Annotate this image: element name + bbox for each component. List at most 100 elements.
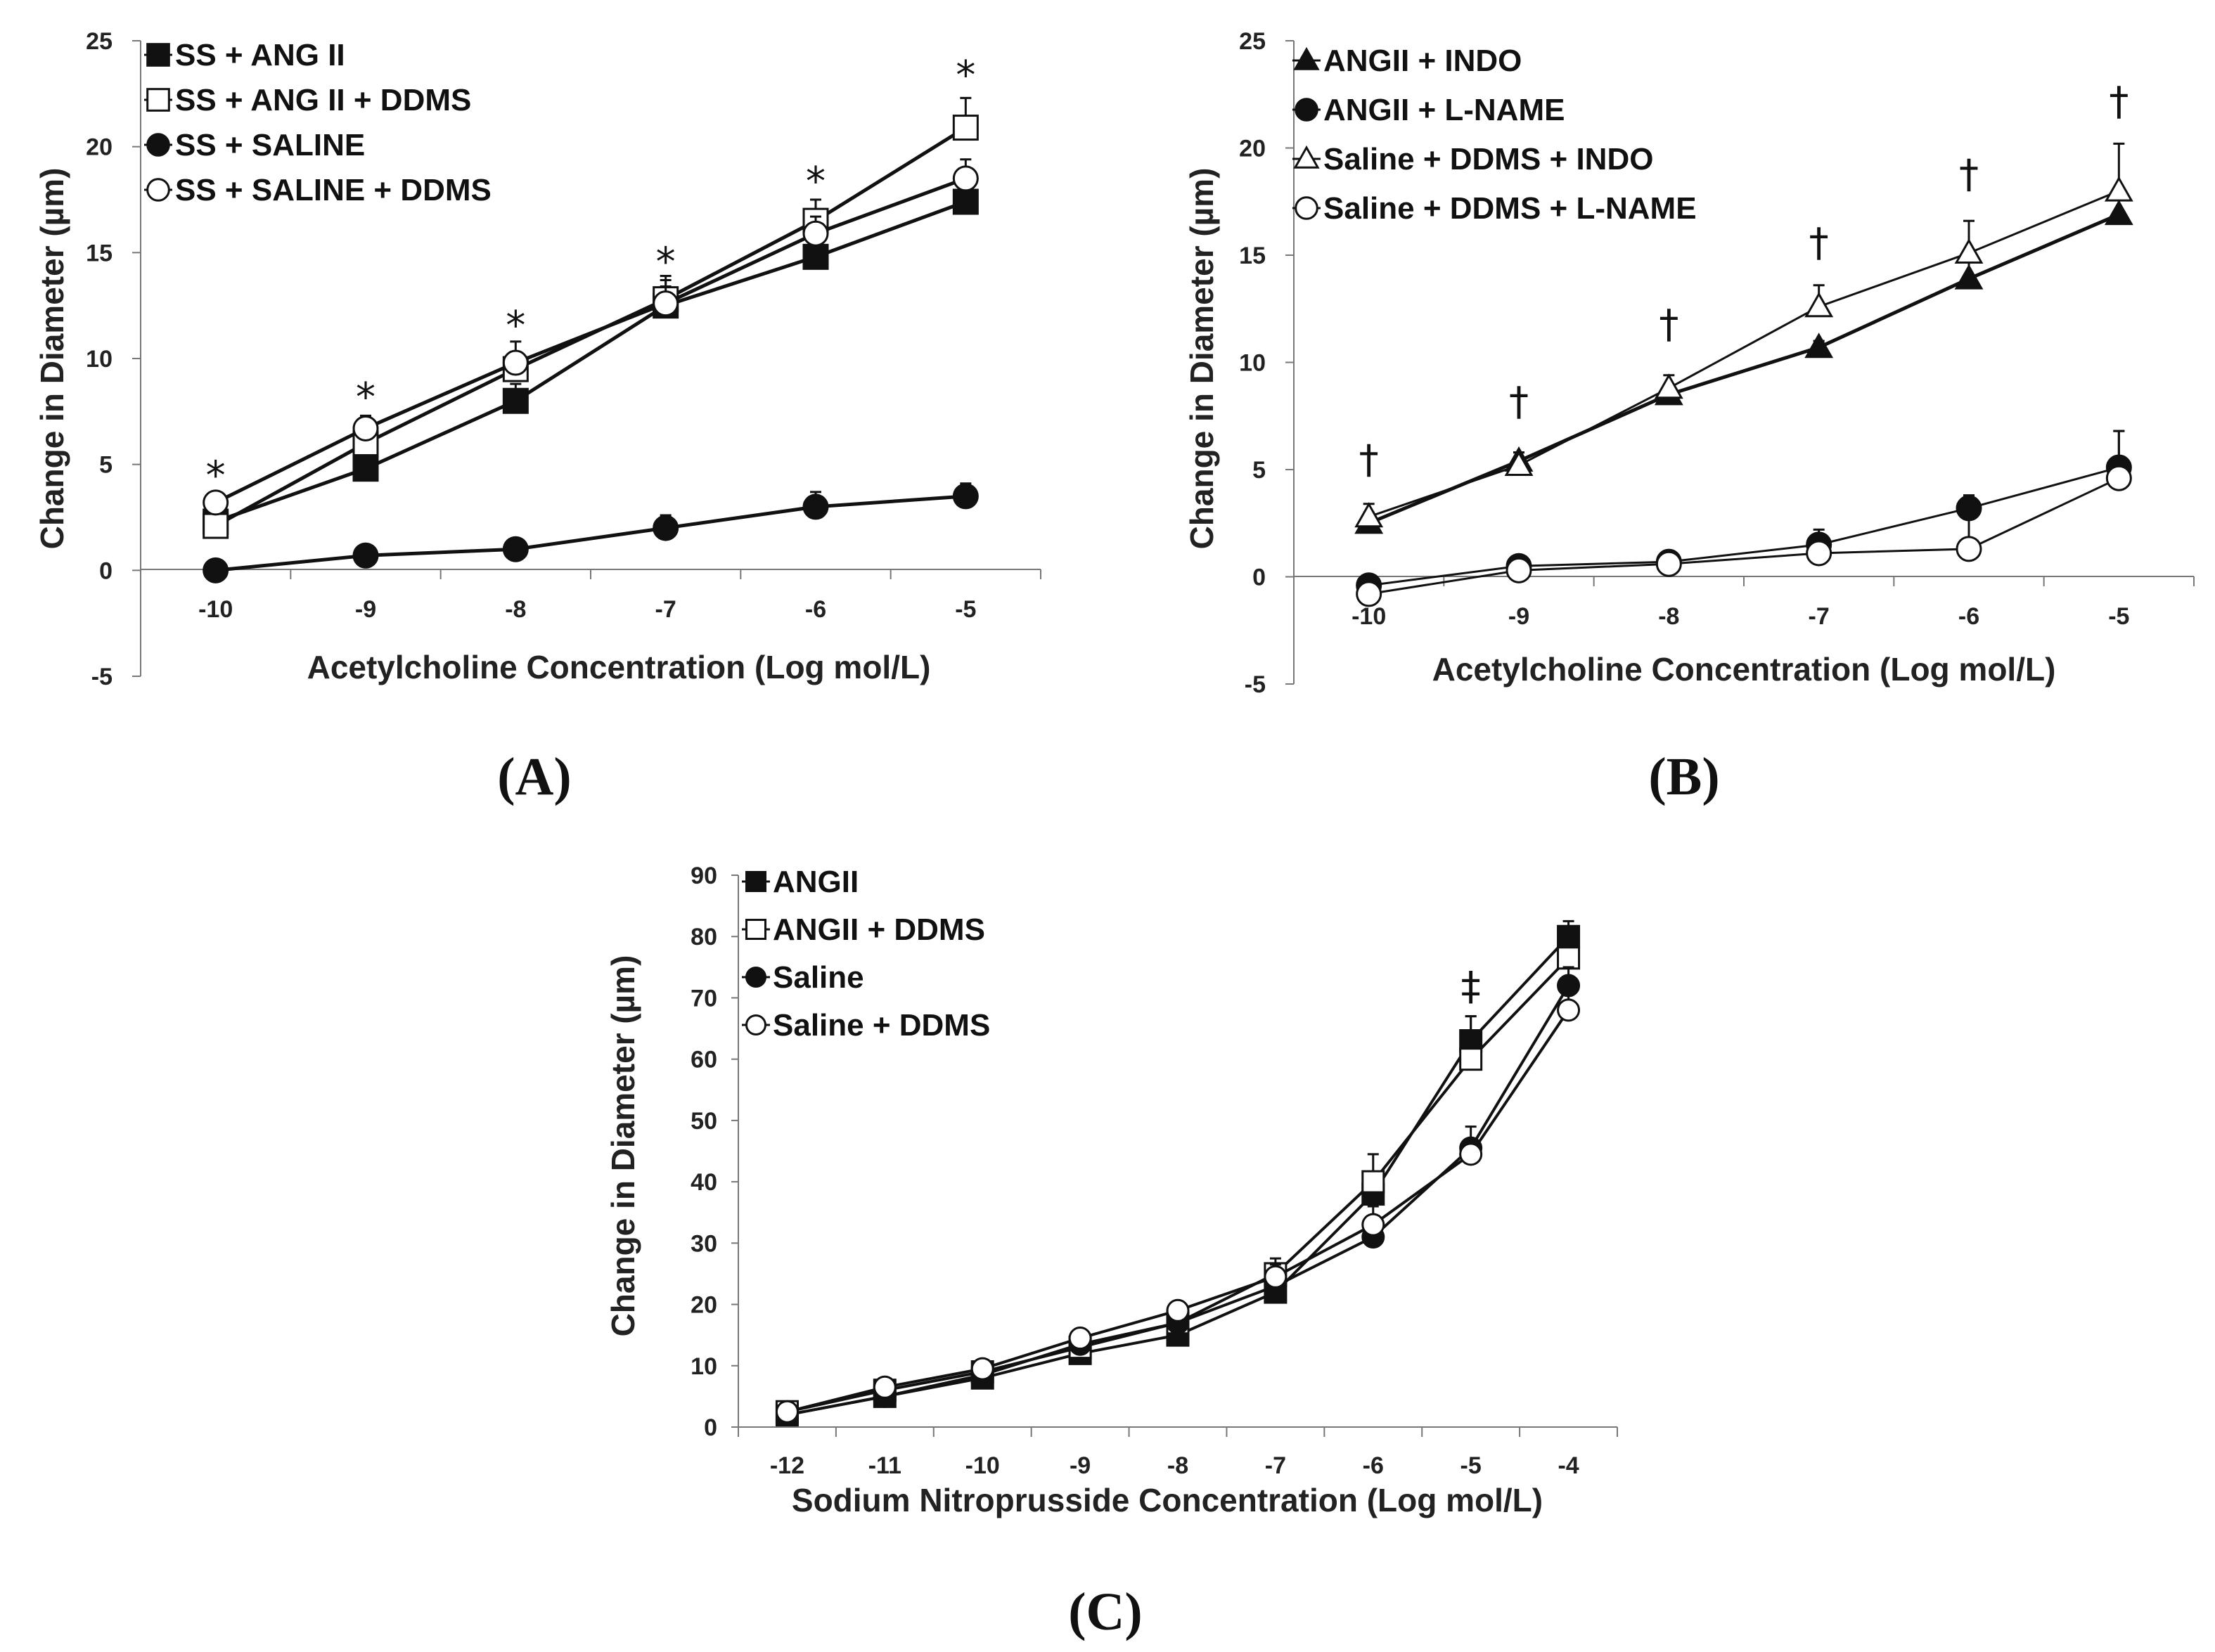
data-point xyxy=(203,557,229,583)
legend: ANGII + INDO ANGII + L-NAME Saline + DDMS … xyxy=(1292,44,1697,226)
data-point xyxy=(502,349,529,376)
series-line xyxy=(1368,466,2119,587)
data-point xyxy=(802,493,829,520)
data-point xyxy=(1505,557,1532,583)
legend-label: ANGII + DDMS xyxy=(773,912,985,947)
y-tick-label: -5 xyxy=(91,664,113,690)
panel-label: (A) xyxy=(497,747,572,806)
data-point xyxy=(352,456,379,482)
data-point xyxy=(502,536,529,562)
x-tick-label: -9 xyxy=(1070,1452,1091,1479)
data-point xyxy=(802,243,829,270)
legend: SS + ANG II SS + ANG II + DDMS SS + SALINE… xyxy=(144,38,492,207)
legend-label: SS + SALINE + DDMS xyxy=(175,173,492,207)
data-point xyxy=(502,387,529,414)
legend-label: SS + SALINE xyxy=(175,128,365,162)
significance-marker: * xyxy=(656,239,676,285)
data-point xyxy=(1557,946,1581,970)
legend-item: SS + SALINE + DDMS xyxy=(144,173,492,207)
significance-marker: * xyxy=(806,159,826,205)
data-point xyxy=(1356,581,1382,607)
legend-item: Saline + DDMS + INDO xyxy=(1292,142,1653,176)
data-point xyxy=(952,165,979,192)
legend-label: Saline + DDMS xyxy=(773,1008,990,1043)
data-point xyxy=(2104,200,2133,226)
data-point xyxy=(1557,998,1581,1022)
y-tick-label: 0 xyxy=(99,557,113,584)
x-tick-label: -8 xyxy=(505,596,526,623)
y-tick-label: 10 xyxy=(691,1353,717,1380)
legend-item: Saline + DDMS xyxy=(742,1008,990,1043)
y-tick-label: 80 xyxy=(691,924,717,950)
data-point xyxy=(203,512,229,539)
panel-label: (C) xyxy=(1068,1582,1143,1641)
legend-item: Saline + DDMS + L-NAME xyxy=(1292,191,1697,226)
x-tick-label: -6 xyxy=(1363,1452,1384,1479)
legend-label: ANGII + L-NAME xyxy=(1323,93,1565,127)
legend-marker xyxy=(745,871,766,892)
legend-label: SS + ANG II xyxy=(175,38,345,72)
series-line xyxy=(1368,190,2119,518)
y-tick-label: 20 xyxy=(86,134,113,161)
x-tick-label: -7 xyxy=(1809,603,1830,630)
significance-marker: † xyxy=(2109,79,2129,124)
legend-label: Saline xyxy=(773,960,864,995)
x-tick-label: -7 xyxy=(655,596,676,623)
legend-item: ANGII + L-NAME xyxy=(1292,93,1565,127)
data-point xyxy=(1264,1265,1288,1289)
x-tick-label: -5 xyxy=(955,596,976,623)
y-axis-title: Change in Diameter (µm) xyxy=(1183,168,1220,550)
significance-marker: * xyxy=(506,303,525,349)
series-saline-ddms xyxy=(775,984,1581,1424)
data-point xyxy=(952,483,979,510)
data-point xyxy=(1361,1213,1385,1237)
legend-marker xyxy=(146,88,170,112)
legend-label: Saline + DDMS + L-NAME xyxy=(1323,191,1697,226)
x-tick-label: -7 xyxy=(1265,1452,1286,1479)
x-tick-label: -10 xyxy=(965,1452,1000,1479)
x-tick-label: -6 xyxy=(1958,603,1979,630)
legend-marker xyxy=(146,133,170,157)
x-tick-label: -10 xyxy=(1352,603,1386,630)
legend-item: ANGII + INDO xyxy=(1292,44,1522,78)
data-point xyxy=(1459,1142,1483,1166)
series-saline-ddms-indo xyxy=(1354,142,2133,528)
data-point xyxy=(1954,264,1984,290)
data-point xyxy=(1956,536,1982,562)
legend-marker xyxy=(1295,98,1318,122)
x-axis-title: Acetylcholine Concentration (Log mol/L) xyxy=(1432,651,2056,688)
significance-marker: * xyxy=(356,375,375,420)
data-point xyxy=(1068,1327,1092,1350)
legend-label: SS + ANG II + DDMS xyxy=(175,83,471,117)
y-tick-label: 90 xyxy=(691,863,717,889)
data-point xyxy=(970,1357,994,1381)
series-line xyxy=(215,494,966,572)
data-point xyxy=(352,542,379,569)
significance-marker: † xyxy=(1509,379,1529,425)
panel-c: 0 10 20 30 40 50 60 70 80 90 -12 -11 -10 -9 -8 -7 -6 -5 -4… xyxy=(605,863,1618,1641)
legend-label: ANGII + INDO xyxy=(1323,44,1522,78)
data-point xyxy=(1459,1047,1483,1071)
y-tick-label: 20 xyxy=(691,1292,717,1319)
data-point xyxy=(2104,176,2133,202)
y-tick-label: 25 xyxy=(1239,28,1266,55)
legend-item: SS + ANG II xyxy=(144,38,345,72)
y-tick-label: 40 xyxy=(691,1169,717,1196)
y-tick-label: 10 xyxy=(86,346,113,373)
data-point xyxy=(873,1375,897,1399)
y-tick-label: -5 xyxy=(1245,671,1266,698)
y-tick-label: 20 xyxy=(1239,136,1266,162)
data-point xyxy=(653,515,679,541)
y-tick-label: 25 xyxy=(86,28,113,55)
legend-marker xyxy=(745,919,766,940)
legend-marker xyxy=(745,1014,766,1035)
y-tick-label: 5 xyxy=(1252,457,1266,484)
significance-marker: † xyxy=(1959,152,1979,198)
data-point xyxy=(952,188,979,215)
data-point xyxy=(775,1400,799,1424)
y-tick-label: 15 xyxy=(86,240,113,266)
significance-marker: † xyxy=(1359,437,1379,483)
series-line xyxy=(1368,477,2119,595)
series-line xyxy=(214,200,967,524)
